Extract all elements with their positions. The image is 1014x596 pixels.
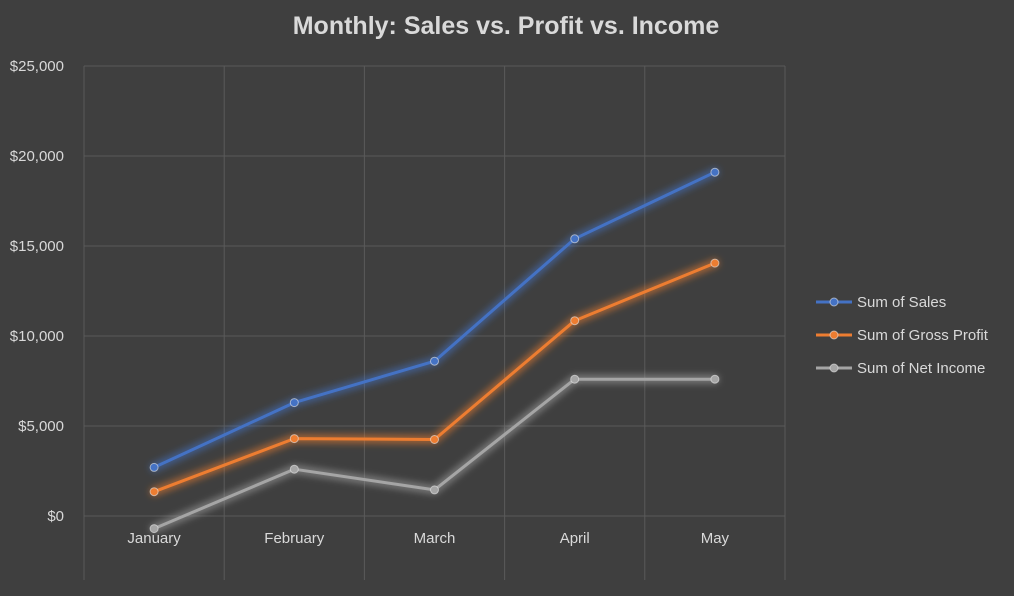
x-tick-label: February [264,530,325,547]
x-tick-label: January [127,530,181,547]
data-point [430,356,439,366]
legend-item: Sum of Sales [816,294,946,311]
y-tick-label: $20,000 [10,148,64,165]
y-axis-tick-labels: $0 $5,000 $10,000 $15,000 $20,000 $25,000 [10,58,64,525]
series-lines [149,167,720,534]
legend-item: Sum of Gross Profit [816,327,989,344]
x-axis-tick-labels: January February March April May [127,530,729,547]
y-tick-label: $0 [47,508,64,525]
data-point [570,316,580,326]
data-point [710,258,720,268]
x-tick-label: April [560,530,590,547]
y-tick-label: $25,000 [10,58,64,75]
legend-item: Sum of Net Income [816,360,985,377]
data-point [149,462,159,472]
data-point [710,167,720,177]
y-tick-label: $10,000 [10,328,64,345]
gridlines [83,65,786,580]
data-point [289,398,299,408]
data-point [289,434,299,444]
legend-label: Sum of Sales [857,294,946,311]
data-point [710,374,720,384]
data-point [149,487,159,497]
series-glow [149,374,720,534]
data-point [570,234,580,244]
data-point [430,485,439,495]
x-tick-label: March [414,530,456,547]
data-point [149,524,159,534]
chart-title: Monthly: Sales vs. Profit vs. Income [293,12,720,40]
legend-swatch-marker [829,363,839,373]
y-tick-label: $5,000 [18,418,64,435]
legend-swatch-marker [829,330,839,340]
legend: Sum of Sales Sum of Gross Profit Sum of Ne… [816,294,989,377]
series [149,374,720,534]
series-glow [149,167,720,472]
series [149,258,720,497]
x-tick-label: May [701,530,730,547]
legend-label: Sum of Net Income [857,360,985,377]
series [149,167,720,472]
series-line [152,377,717,531]
data-point [570,374,580,384]
data-point [430,435,439,444]
legend-swatch-marker [829,297,839,307]
y-tick-label: $15,000 [10,238,64,255]
legend-label: Sum of Gross Profit [857,327,989,344]
data-point [289,464,299,474]
